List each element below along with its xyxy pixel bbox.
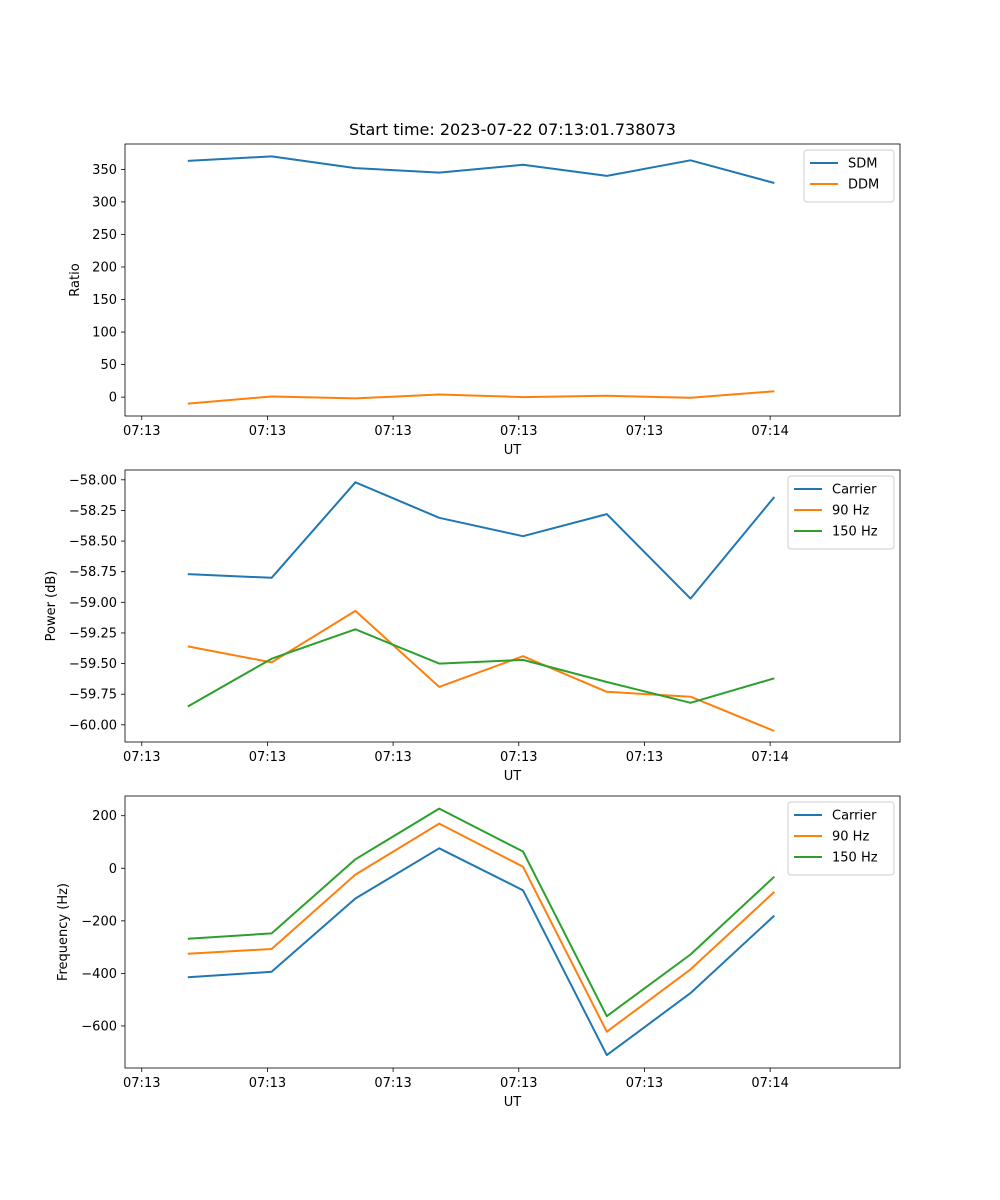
y-tick-label: −58.75 <box>69 565 117 580</box>
legend-label: 150 Hz <box>832 525 878 540</box>
y-tick-label: 150 <box>92 293 117 308</box>
figure-title: Start time: 2023-07-22 07:13:01.738073 <box>349 120 676 139</box>
axes-frame <box>124 469 901 743</box>
x-tick-label: 07:14 <box>751 750 788 765</box>
legend: SDM DDM <box>803 149 895 203</box>
x-tick-label: 07:13 <box>374 750 411 765</box>
series-line-ddm <box>187 390 775 405</box>
subplot-1: 07:13 07:13 07:13 07:13 07:13 07:14 0 50 100 150 2… <box>68 143 901 458</box>
y-axis-label: Power (dB) <box>44 571 59 642</box>
x-tick-label: 07:13 <box>626 424 663 439</box>
x-tick-label: 07:13 <box>500 750 537 765</box>
legend-label: 90 Hz <box>832 830 869 845</box>
y-axis-label: Ratio <box>68 263 83 296</box>
series-line-150-hz <box>187 807 775 1018</box>
y-tick-label: −58.25 <box>69 504 117 519</box>
x-tick-label: 07:14 <box>751 1076 788 1091</box>
y-tick-label: −59.00 <box>69 596 117 611</box>
axes-frame <box>124 795 901 1069</box>
x-axis-label: UT <box>504 1095 522 1110</box>
y-tick-label: 100 <box>92 326 117 341</box>
y-tick-label: 200 <box>92 809 117 824</box>
series-line-carrier <box>187 481 776 600</box>
legend-label: 150 Hz <box>832 851 878 866</box>
y-tick-label: −59.50 <box>69 657 117 672</box>
y-axis-label: Frequency (Hz) <box>56 883 71 981</box>
y-tick-label: 0 <box>109 391 117 406</box>
x-tick-label: 07:13 <box>500 1076 537 1091</box>
y-tick-label: −58.50 <box>69 535 117 550</box>
x-tick-label: 07:14 <box>751 424 788 439</box>
y-tick-label: −60.00 <box>69 718 117 733</box>
legend-label: Carrier <box>832 809 877 824</box>
x-tick-label: 07:13 <box>249 750 286 765</box>
series-line-carrier <box>187 847 775 1057</box>
y-tick-label: −400 <box>81 967 117 982</box>
x-tick-label: 07:13 <box>500 424 537 439</box>
x-tick-label: 07:13 <box>374 424 411 439</box>
series-line-150-hz <box>187 628 775 708</box>
y-tick-label: 50 <box>100 358 117 373</box>
legend-label: Carrier <box>832 483 877 498</box>
x-tick-label: 07:13 <box>123 424 160 439</box>
x-tick-label: 07:13 <box>626 1076 663 1091</box>
legend-label: SDM <box>848 157 877 172</box>
plots-container: 07:13 07:13 07:13 07:13 07:13 07:14 0 50 100 150 2… <box>44 143 901 1110</box>
x-tick-label: 07:13 <box>249 424 286 439</box>
axes-frame <box>124 143 901 417</box>
x-tick-label: 07:13 <box>249 1076 286 1091</box>
y-tick-label: 250 <box>92 228 117 243</box>
y-tick-label: 200 <box>92 260 117 275</box>
x-tick-label: 07:13 <box>123 750 160 765</box>
y-tick-label: −59.75 <box>69 688 117 703</box>
y-tick-label: 0 <box>109 862 117 877</box>
y-tick-label: 350 <box>92 163 117 178</box>
y-tick-label: −600 <box>81 1019 117 1034</box>
y-tick-label: −58.00 <box>69 473 117 488</box>
y-tick-label: 300 <box>92 195 117 210</box>
legend: Carrier 90 Hz 150 Hz <box>787 801 895 876</box>
legend-label: 90 Hz <box>832 504 869 519</box>
x-tick-label: 07:13 <box>374 1076 411 1091</box>
x-axis-label: UT <box>504 443 522 458</box>
subplot-2: 07:13 07:13 07:13 07:13 07:13 07:14 −60.00 −59.… <box>44 469 901 784</box>
x-tick-label: 07:13 <box>123 1076 160 1091</box>
x-tick-label: 07:13 <box>626 750 663 765</box>
x-axis-label: UT <box>504 769 522 784</box>
y-tick-label: −59.25 <box>69 626 117 641</box>
legend: Carrier 90 Hz 150 Hz <box>787 475 895 550</box>
legend-label: DDM <box>848 178 879 193</box>
series-line-90-hz <box>187 822 775 1033</box>
subplot-3: 07:13 07:13 07:13 07:13 07:13 07:14 −600 −400 −2… <box>56 795 901 1110</box>
y-tick-label: −200 <box>81 914 117 929</box>
series-line-sdm <box>187 155 775 184</box>
